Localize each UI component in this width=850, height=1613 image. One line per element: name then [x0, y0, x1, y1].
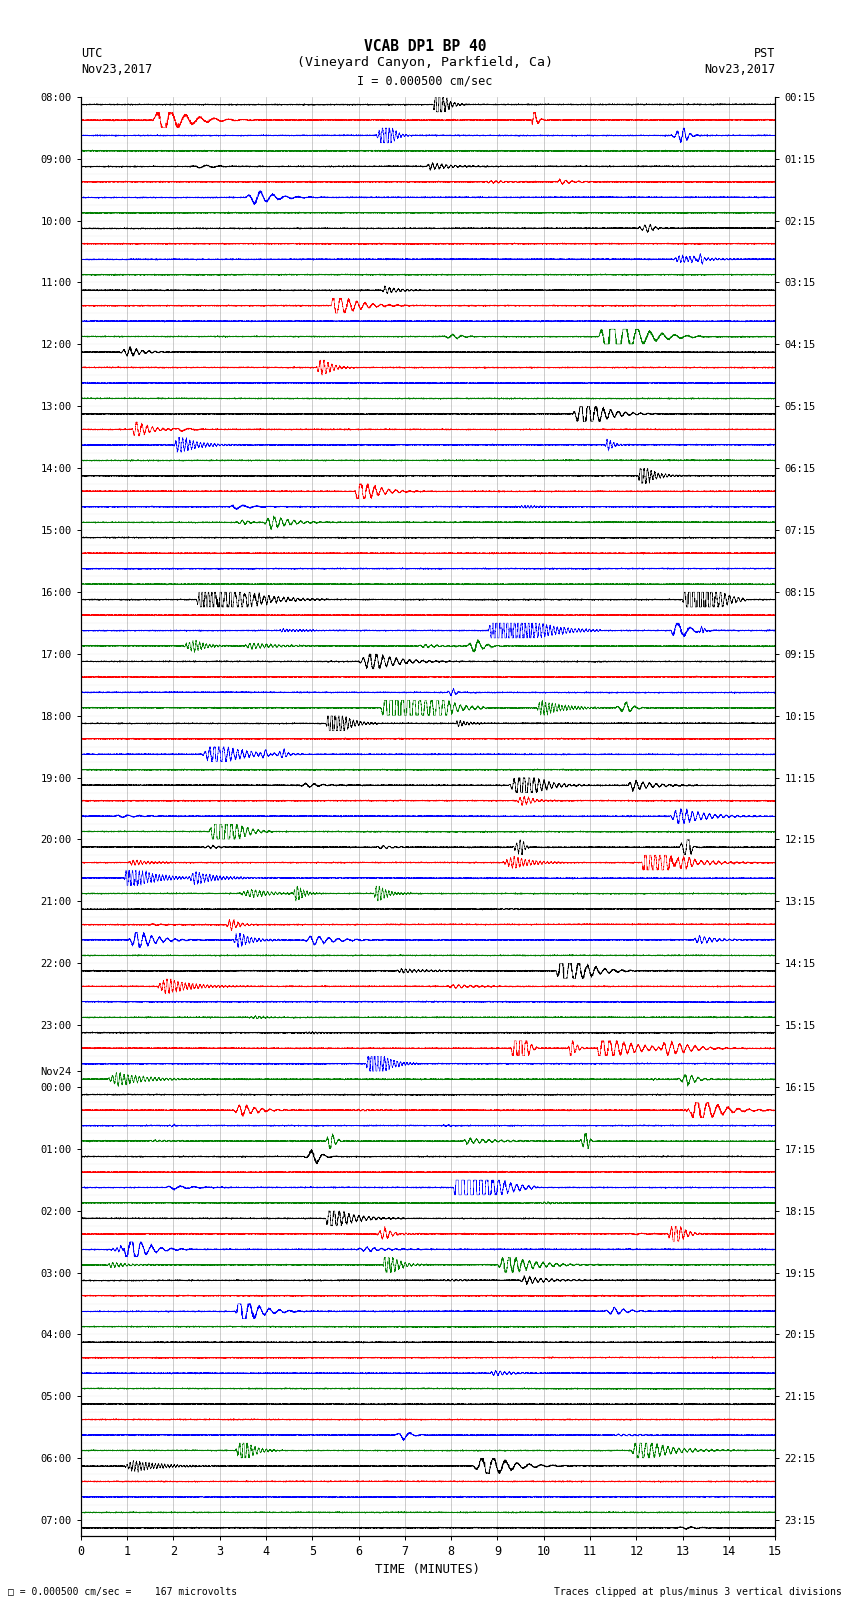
Text: VCAB DP1 BP 40: VCAB DP1 BP 40: [364, 39, 486, 53]
Text: PST: PST: [754, 47, 775, 60]
Text: I = 0.000500 cm/sec: I = 0.000500 cm/sec: [357, 74, 493, 87]
Text: Nov23,2017: Nov23,2017: [704, 63, 775, 76]
Text: UTC: UTC: [81, 47, 102, 60]
Text: Traces clipped at plus/minus 3 vertical divisions: Traces clipped at plus/minus 3 vertical …: [553, 1587, 842, 1597]
Text: Nov23,2017: Nov23,2017: [81, 63, 152, 76]
Text: □ = 0.000500 cm/sec =    167 microvolts: □ = 0.000500 cm/sec = 167 microvolts: [8, 1587, 238, 1597]
X-axis label: TIME (MINUTES): TIME (MINUTES): [376, 1563, 480, 1576]
Text: (Vineyard Canyon, Parkfield, Ca): (Vineyard Canyon, Parkfield, Ca): [297, 56, 553, 69]
